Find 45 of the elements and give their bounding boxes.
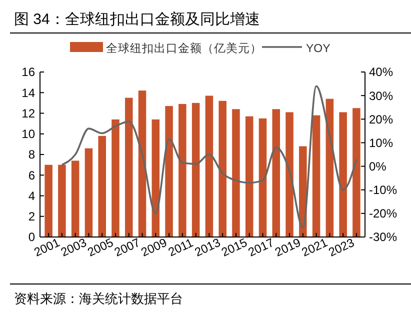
y-tick-label: 10: [22, 127, 36, 142]
y2-tick-label: -10%: [369, 183, 398, 198]
y2-tick-label: 0%: [369, 159, 387, 174]
y-tick-label: 12: [22, 106, 36, 120]
bar: [58, 164, 66, 237]
bar: [178, 104, 186, 237]
bar: [258, 118, 267, 237]
bar: [165, 106, 173, 237]
bar: [44, 164, 52, 237]
bar: [138, 90, 146, 237]
bar: [218, 100, 226, 237]
bar: [124, 98, 133, 237]
bar: [112, 119, 120, 237]
y-tick-label: 16: [22, 65, 36, 80]
line-series: [61, 85, 358, 228]
bar: [326, 98, 334, 237]
bar: [286, 112, 294, 237]
bar: [84, 148, 93, 237]
bar: [152, 119, 160, 237]
bar: [272, 109, 280, 237]
y2-tick-label: 10%: [369, 136, 394, 150]
y2-tick-label: 40%: [369, 65, 394, 80]
bar: [98, 136, 106, 237]
y2-tick-label: -30%: [369, 230, 398, 244]
y2-tick-label: 30%: [369, 88, 394, 103]
bar: [339, 112, 347, 237]
bar: [71, 160, 80, 237]
text: 资料来源：海关统计数据平台: [14, 291, 183, 306]
y-tick-label: 14: [22, 86, 36, 100]
bar: [192, 102, 200, 237]
y-tick-label: 4: [28, 188, 36, 203]
y2-tick-label: -20%: [369, 206, 398, 221]
chart-title: 图 34：全球纽扣出口金额及同比增速: [14, 11, 260, 28]
bar: [245, 116, 254, 237]
y-tick-label: 8: [28, 148, 36, 162]
bar: [205, 96, 214, 237]
y-tick-label: 6: [28, 168, 36, 182]
legend-label: 全球纽扣出口金额（亿美元）: [106, 41, 262, 55]
bar: [352, 108, 360, 237]
y-tick-label: 2: [28, 210, 36, 224]
legend-label: YOY: [306, 43, 331, 55]
bar: [312, 115, 320, 237]
y-tick-label: 0: [28, 230, 36, 244]
y2-tick-label: 20%: [369, 112, 394, 126]
bar: [232, 109, 240, 237]
